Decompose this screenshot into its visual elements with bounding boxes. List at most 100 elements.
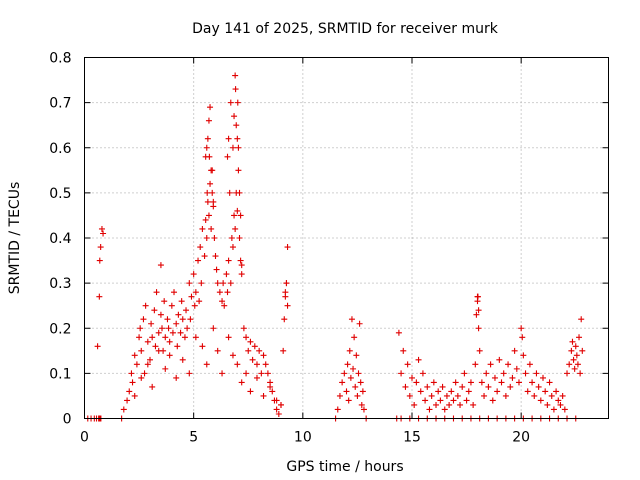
data-point	[498, 379, 505, 386]
data-point	[355, 370, 362, 377]
data-point	[192, 289, 199, 296]
data-point	[283, 280, 290, 287]
data-point	[175, 311, 182, 318]
data-point	[465, 388, 472, 395]
y-tick-label: 0.6	[49, 141, 71, 157]
data-point	[141, 370, 148, 377]
data-point	[225, 135, 232, 142]
data-point	[243, 370, 250, 377]
data-point	[161, 298, 168, 305]
data-points	[84, 72, 586, 422]
data-point	[98, 225, 105, 232]
data-point	[500, 370, 507, 377]
data-point	[489, 397, 496, 404]
data-point	[542, 388, 549, 395]
data-point	[537, 397, 544, 404]
data-point	[207, 104, 214, 111]
data-point	[424, 383, 431, 390]
data-point	[564, 370, 571, 377]
data-point	[96, 293, 103, 300]
data-point	[555, 397, 562, 404]
data-point	[260, 392, 267, 399]
data-point	[228, 235, 235, 241]
data-point	[267, 383, 274, 390]
data-point	[454, 392, 461, 399]
data-point	[561, 406, 568, 413]
data-point	[284, 244, 291, 251]
data-point	[209, 189, 216, 196]
data-point	[191, 302, 198, 309]
data-point	[573, 352, 580, 359]
x-tick-label: 20	[512, 430, 530, 446]
data-point	[136, 334, 143, 341]
data-point	[186, 370, 193, 377]
data-point	[216, 289, 223, 296]
data-point	[229, 352, 236, 359]
data-point	[360, 406, 367, 413]
data-point	[402, 383, 409, 390]
data-point	[428, 392, 435, 399]
data-point	[463, 397, 470, 404]
data-point	[518, 325, 525, 332]
data-point	[202, 216, 209, 223]
data-point	[238, 262, 245, 269]
data-point	[531, 392, 538, 399]
data-point	[557, 401, 564, 408]
data-point	[235, 144, 242, 151]
data-point	[203, 235, 210, 241]
data-point	[281, 316, 288, 323]
data-point	[224, 289, 231, 296]
data-point	[177, 329, 184, 336]
data-point	[461, 370, 468, 377]
data-point	[235, 167, 242, 174]
data-point	[232, 225, 239, 232]
data-point	[212, 253, 219, 260]
data-point	[570, 356, 577, 363]
data-point	[435, 388, 442, 395]
data-point	[478, 379, 485, 386]
y-tick-label: 0	[63, 412, 72, 428]
data-point	[351, 334, 358, 341]
data-point	[459, 383, 466, 390]
data-point	[336, 392, 343, 399]
data-point	[550, 406, 557, 413]
data-point	[352, 383, 359, 390]
data-point	[128, 370, 135, 377]
data-point	[253, 374, 260, 381]
y-tick-label: 0.5	[49, 186, 71, 202]
data-point	[491, 374, 498, 381]
data-point	[199, 225, 206, 232]
data-point	[168, 302, 175, 309]
data-point	[553, 388, 560, 395]
data-point	[576, 334, 583, 341]
data-point	[280, 347, 287, 354]
data-point	[446, 401, 453, 408]
data-point	[502, 392, 509, 399]
data-point	[187, 316, 194, 323]
data-point	[96, 257, 103, 264]
data-point	[411, 401, 418, 408]
data-point	[578, 316, 585, 323]
data-point	[535, 383, 542, 390]
data-point	[234, 207, 241, 214]
data-point	[529, 379, 536, 386]
data-point	[155, 347, 162, 354]
data-point	[195, 257, 202, 264]
data-point	[164, 316, 171, 323]
data-point	[347, 374, 354, 381]
data-point	[162, 365, 169, 372]
data-point	[273, 406, 280, 413]
data-point	[214, 280, 221, 287]
data-point	[157, 262, 164, 269]
data-point	[339, 379, 346, 386]
data-point	[519, 334, 526, 341]
data-point	[184, 325, 191, 332]
data-point	[400, 347, 407, 354]
data-point	[225, 257, 232, 264]
data-point	[353, 352, 360, 359]
data-point	[559, 392, 566, 399]
data-point	[236, 189, 243, 196]
data-point	[214, 347, 221, 354]
data-point	[207, 180, 214, 187]
